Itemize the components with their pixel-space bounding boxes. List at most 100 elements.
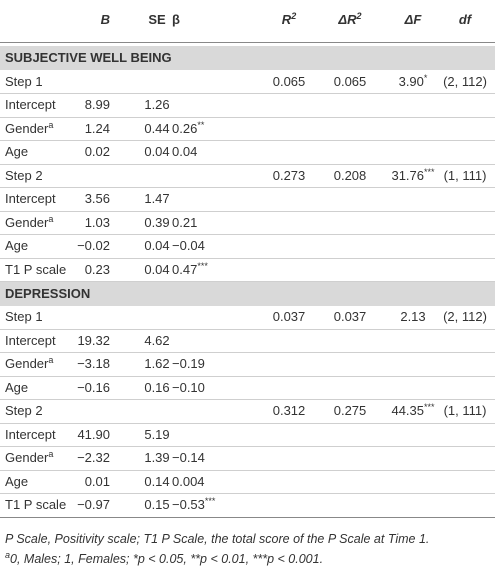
row-rule: [0, 399, 495, 400]
cell-text: Gender: [5, 450, 49, 466]
table-cell: 1.62: [144, 356, 170, 372]
row-label: Age: [5, 379, 29, 395]
row-rule: [0, 187, 495, 188]
column-header: SE: [148, 12, 166, 27]
superscript: ***: [424, 402, 435, 413]
table-cell: 0.23: [84, 261, 110, 277]
table-cell: −2.32: [77, 450, 110, 466]
table-cell: 44.35***: [391, 403, 434, 419]
row-rule: [0, 352, 495, 353]
row-label: Gendera: [5, 450, 53, 466]
table-cell: 1.26: [144, 97, 170, 113]
footnote-text: 0, Males; 1, Females; *p < 0.05, **p < 0…: [10, 552, 324, 566]
table-cell: 1.47: [144, 191, 170, 207]
table-cell: 0.44: [144, 120, 170, 136]
header-rule: [0, 42, 495, 43]
table-cell: −0.10: [172, 379, 205, 395]
table-cell: 1.03: [84, 214, 110, 230]
table-cell: 0.02: [84, 144, 110, 160]
footnote: P Scale, Positivity scale; T1 P Scale, t…: [5, 532, 429, 546]
cell-text: 44.35: [391, 403, 425, 419]
footnote: a0, Males; 1, Females; *p < 0.05, **p < …: [5, 550, 324, 566]
row-label: Gendera: [5, 356, 53, 372]
table-cell: 0.04: [172, 144, 198, 160]
row-rule: [0, 116, 495, 118]
superscript: a: [48, 119, 54, 130]
table-cell: 3.56: [84, 191, 110, 207]
table-cell: −0.02: [77, 238, 110, 254]
table-cell: 8.99: [84, 97, 110, 113]
section-title: SUBJECTIVE WELL BEING: [5, 50, 172, 65]
cell-text: R: [281, 12, 292, 27]
table-cell: 4.62: [144, 332, 170, 348]
table-cell: −0.97: [77, 497, 110, 513]
section-band: [0, 46, 495, 70]
table-cell: 0.39: [144, 214, 170, 230]
row-rule: [0, 234, 495, 235]
row-rule: [0, 328, 495, 330]
superscript: 2: [291, 11, 297, 21]
column-header: B: [100, 12, 110, 27]
cell-text: 0.26: [172, 120, 198, 136]
table-cell: 31.76***: [391, 166, 435, 184]
superscript: ***: [197, 260, 208, 271]
row-label: Step 2: [5, 167, 43, 183]
cell-text: 3.90: [398, 73, 424, 89]
table-cell: 0.14: [144, 473, 170, 489]
row-label: T1 P scale: [5, 497, 67, 513]
table-cell: 0.037: [333, 309, 367, 325]
table-cell: 1.39: [144, 450, 170, 466]
table-cell: 0.04: [144, 261, 170, 277]
table-cell: 0.208: [333, 167, 367, 183]
table-cell: 0.16: [144, 379, 170, 395]
table-cell: 0.065: [333, 73, 367, 89]
table-cell: 1.24: [84, 120, 110, 136]
superscript: ***: [424, 166, 435, 177]
table-cell: 19.32: [77, 332, 110, 348]
superscript: 2: [356, 11, 362, 21]
row-label: Intercept: [5, 191, 56, 207]
row-rule: [0, 422, 495, 424]
cell-text: ΔR: [338, 12, 357, 27]
row-label: Gendera: [5, 119, 54, 137]
column-header: β: [172, 12, 180, 27]
table-cell: 3.90*: [398, 73, 428, 90]
row-rule: [0, 516, 495, 518]
row-label: Step 1: [5, 73, 43, 89]
row-rule: [0, 469, 495, 471]
footnote-text: P Scale, Positivity scale; T1 P Scale, t…: [5, 532, 430, 546]
superscript: a: [48, 355, 54, 366]
table-cell: 0.065: [272, 73, 306, 89]
table-cell: −3.18: [77, 356, 110, 372]
superscript: ***: [204, 496, 216, 507]
row-rule: [0, 140, 495, 141]
superscript: a: [5, 550, 11, 560]
table-cell: 0.21: [172, 214, 198, 230]
column-header: R2: [282, 12, 296, 28]
row-rule: [0, 163, 495, 165]
table-cell: 0.273: [272, 167, 306, 183]
row-label: Age: [5, 144, 29, 160]
table-cell: −0.19: [172, 356, 205, 372]
table-cell: (1, 111): [443, 403, 487, 419]
superscript: a: [48, 213, 54, 224]
column-header: ΔR2: [338, 12, 361, 28]
superscript: **: [197, 119, 205, 130]
superscript: a: [48, 449, 54, 460]
row-rule: [0, 210, 495, 212]
row-label: Step 1: [5, 309, 43, 325]
cell-text: 0.47: [172, 261, 198, 277]
row-rule: [0, 446, 495, 447]
section-title: DEPRESSION: [5, 285, 91, 301]
cell-text: 31.76: [391, 167, 425, 183]
row-rule: [0, 375, 495, 377]
table-cell: (2, 112): [443, 309, 487, 325]
row-label: Intercept: [5, 332, 56, 348]
table-cell: 0.26**: [172, 119, 205, 137]
table-cell: 0.004: [172, 473, 205, 489]
row-label: T1 P scale: [5, 261, 67, 277]
table-cell: 41.90: [77, 426, 110, 442]
table-cell: 0.47***: [172, 260, 208, 278]
cell-text: Gender: [5, 120, 49, 136]
